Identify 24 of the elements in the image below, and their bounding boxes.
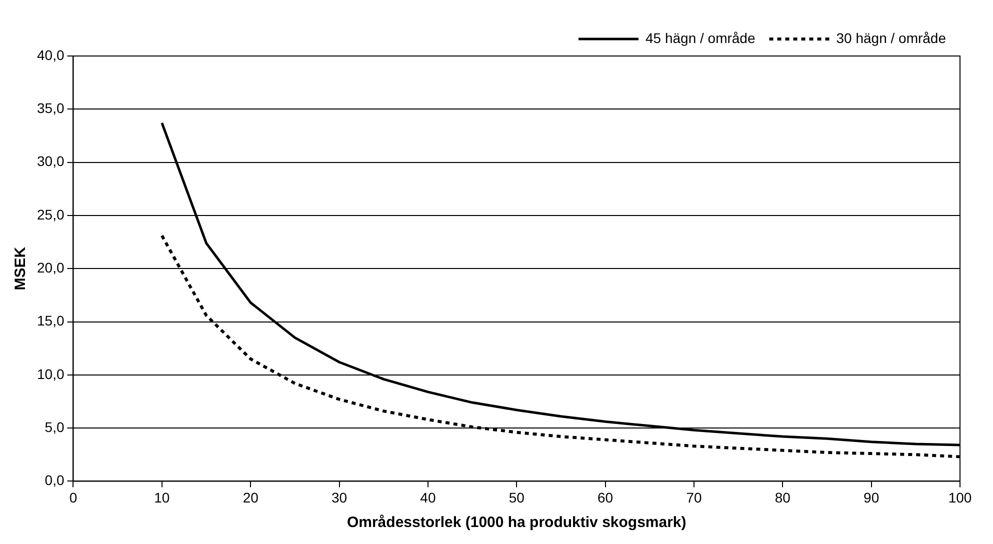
- y-axis-title: MSEK: [12, 246, 30, 290]
- y-tick-label: 35,0: [37, 100, 64, 116]
- x-tick-label: 40: [420, 489, 436, 506]
- x-tick-label: 70: [686, 489, 702, 506]
- y-tick-label: 0,0: [44, 472, 64, 488]
- y-tick-label: 10,0: [37, 366, 64, 382]
- x-tick-label: 50: [508, 489, 525, 506]
- x-tick-label: 30: [331, 489, 348, 506]
- y-tick-label: 30,0: [37, 153, 64, 170]
- y-tick-label: 20,0: [37, 259, 64, 276]
- x-tick-label: 80: [774, 489, 791, 506]
- legend-label: 45 hägn / område: [646, 30, 756, 46]
- y-tick-label: 40,0: [37, 46, 64, 63]
- x-tick-label: 10: [154, 489, 170, 506]
- y-tick-label: 5,0: [44, 418, 64, 435]
- x-tick-label: 0: [69, 489, 78, 506]
- x-tick-label: 60: [598, 489, 614, 506]
- y-tick-label: 15,0: [37, 312, 64, 329]
- x-tick-label: 20: [242, 489, 259, 506]
- y-tick-label: 25,0: [37, 206, 64, 222]
- legend-label: 30 hägn / område: [836, 30, 946, 46]
- x-tick-label: 90: [864, 489, 880, 506]
- x-axis-title: Områdesstorlek (1000 ha produktiv skogsmark): [346, 514, 686, 532]
- x-tick-label: 100: [948, 489, 972, 506]
